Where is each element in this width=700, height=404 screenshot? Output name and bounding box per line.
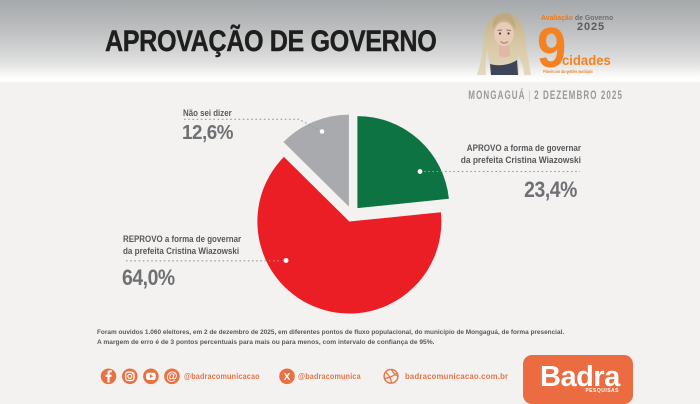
svg-text:X: X: [284, 372, 291, 383]
svg-text:@: @: [166, 371, 177, 383]
